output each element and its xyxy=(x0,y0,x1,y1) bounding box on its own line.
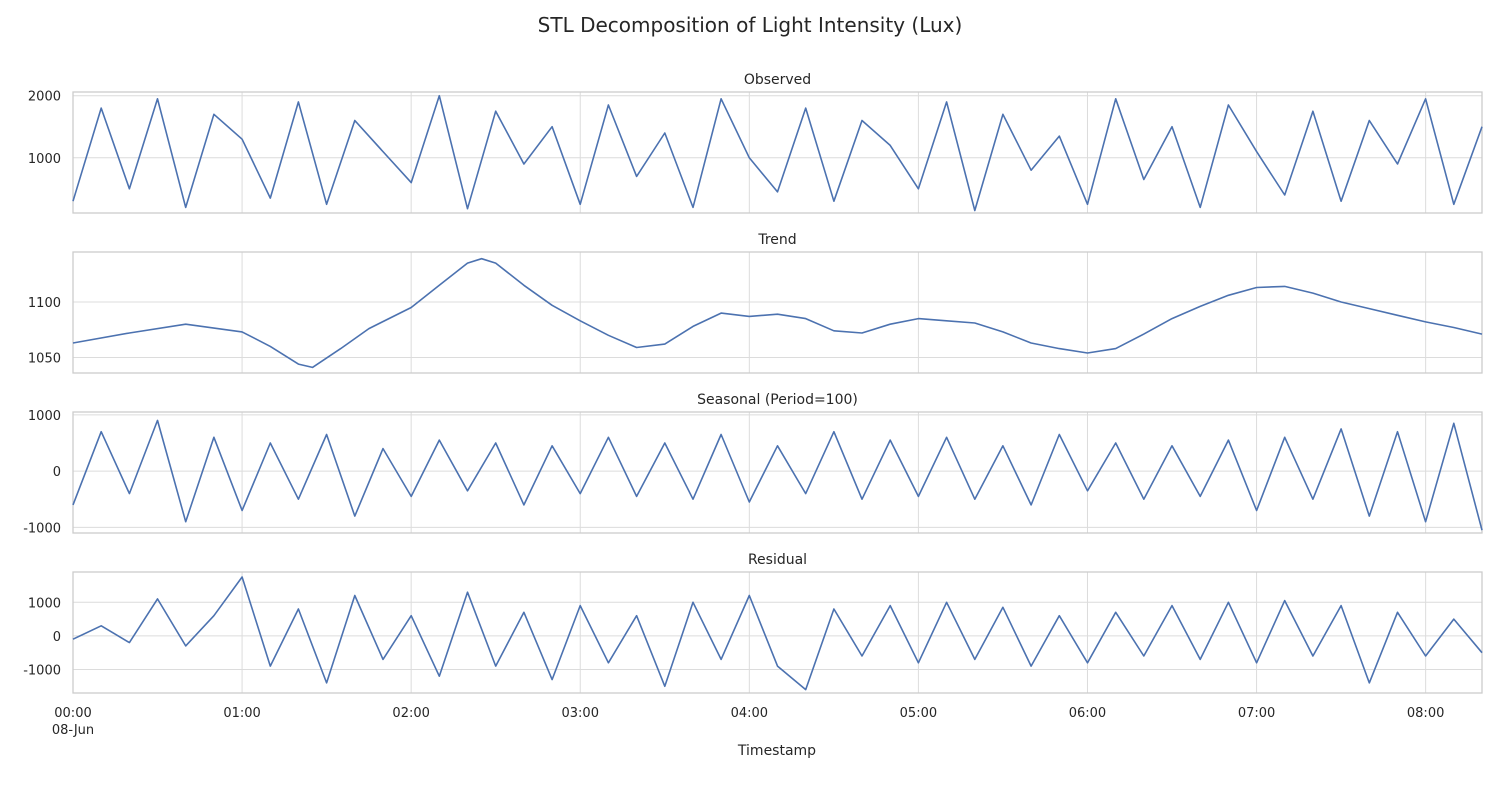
y-tick-label: 0 xyxy=(53,465,61,480)
panel-subtitle: Residual xyxy=(748,552,807,568)
y-tick-label: 1100 xyxy=(28,296,61,311)
series-line xyxy=(72,257,1483,369)
panel-subtitle: Trend xyxy=(757,232,796,248)
y-tick-label: 1000 xyxy=(28,596,61,611)
y-tick-label: 2000 xyxy=(28,90,61,105)
series-line xyxy=(72,576,1483,691)
x-tick-label: 00:00 xyxy=(54,706,91,721)
panel-frame xyxy=(72,91,1483,214)
x-tick-label: 08:00 xyxy=(1407,706,1444,721)
y-tick-label: -1000 xyxy=(23,521,61,536)
panel-subtitle: Seasonal (Period=100) xyxy=(697,392,858,408)
panel-frame xyxy=(72,251,1483,374)
y-tick-label: 0 xyxy=(53,630,61,645)
x-tick-label: 01:00 xyxy=(223,706,260,721)
x-tick-label: 07:00 xyxy=(1238,706,1275,721)
y-tick-label: 1000 xyxy=(28,409,61,424)
panel-frame xyxy=(72,411,1483,534)
y-tick-label: 1000 xyxy=(28,152,61,167)
panel-2: 1050 1100 Trend xyxy=(28,232,1483,374)
x-axis: 00:00 08-Jun 01:00 02:00 03:00 04:00 05:00 06:0… xyxy=(52,706,1445,738)
x-axis-label: Timestamp xyxy=(737,743,816,759)
panel-1: 1000 2000 Observed xyxy=(28,72,1483,214)
panels-layer: 1000 2000 Observed 1050 1100 Trend -1000 0 1000 S… xyxy=(23,72,1483,694)
series-line xyxy=(72,419,1483,531)
x-tick-label: 02:00 xyxy=(392,706,429,721)
y-tick-label: -1000 xyxy=(23,663,61,678)
x-tick-sublabel: 08-Jun xyxy=(52,723,94,738)
panel-subtitle: Observed xyxy=(744,72,811,88)
series-line xyxy=(72,94,1483,212)
x-tick-label: 06:00 xyxy=(1069,706,1106,721)
panel-3: -1000 0 1000 Seasonal (Period=100) xyxy=(23,392,1483,536)
x-tick-label: 04:00 xyxy=(731,706,768,721)
panel-4: -1000 0 1000 Residual xyxy=(23,552,1483,694)
chart-title: STL Decomposition of Light Intensity (Lu… xyxy=(538,13,963,37)
x-tick-label: 05:00 xyxy=(900,706,937,721)
x-tick-label: 03:00 xyxy=(562,706,599,721)
y-tick-label: 1050 xyxy=(28,351,61,366)
panel-frame xyxy=(72,571,1483,694)
